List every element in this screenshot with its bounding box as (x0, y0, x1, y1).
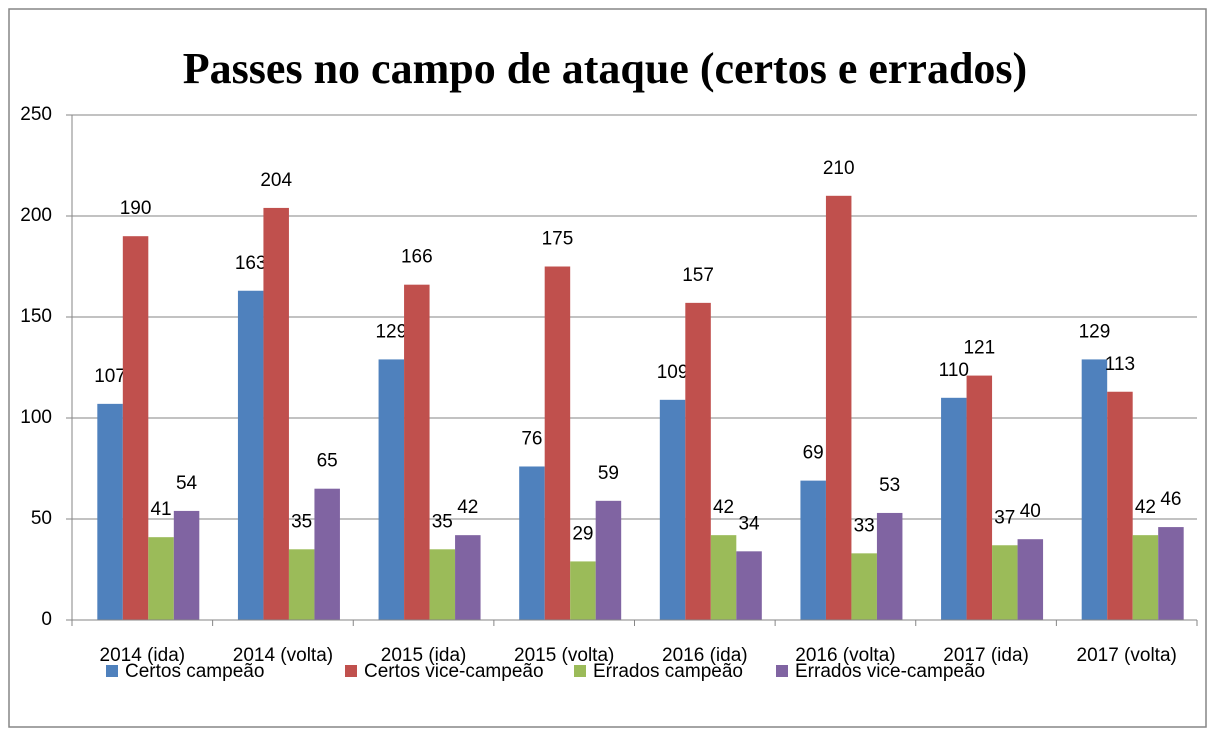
data-label: 35 (291, 511, 312, 532)
bar (404, 284, 430, 620)
x-tick-label: 2017 (volta) (1077, 645, 1177, 666)
data-label: 204 (260, 170, 292, 191)
bar (941, 397, 967, 620)
data-label: 163 (235, 253, 267, 274)
data-label: 29 (572, 523, 593, 544)
y-tick-label: 50 (31, 508, 52, 529)
data-label: 59 (598, 463, 619, 484)
data-label: 166 (401, 247, 433, 268)
x-tick-label: 2015 (volta) (514, 645, 614, 666)
x-tick-label: 2014 (ida) (100, 645, 186, 666)
bar (710, 535, 737, 620)
bar (173, 510, 200, 620)
bar (288, 549, 315, 620)
x-tick-label: 2016 (ida) (662, 645, 748, 666)
bar (237, 290, 264, 620)
bar (97, 403, 123, 620)
bar (659, 399, 686, 620)
data-label: 113 (1105, 354, 1135, 375)
bar (966, 375, 993, 620)
x-tick-label: 2016 (volta) (795, 645, 895, 666)
y-tick-label: 200 (20, 205, 52, 226)
bar (122, 236, 149, 620)
legend-label: Certos campeão (125, 661, 264, 682)
data-label: 69 (803, 443, 824, 464)
legend-swatch (776, 665, 788, 677)
data-label: 42 (713, 497, 734, 518)
bar (544, 266, 571, 620)
bar (1107, 391, 1133, 620)
data-label: 42 (1135, 497, 1156, 518)
y-tick-label: 150 (20, 306, 52, 327)
data-label: 107 (94, 366, 126, 387)
data-label: 175 (542, 229, 574, 250)
y-tick-label: 100 (20, 407, 52, 428)
x-tick-label: 2015 (ida) (381, 645, 467, 666)
bar (1158, 527, 1184, 620)
bar (1132, 535, 1159, 620)
bar (429, 549, 456, 620)
bar (800, 480, 826, 620)
bar (851, 553, 877, 620)
data-label: 190 (120, 198, 152, 219)
data-label: 54 (176, 473, 198, 494)
bar (736, 551, 762, 620)
data-label: 65 (317, 451, 338, 472)
data-label: 109 (657, 362, 689, 383)
bar (595, 500, 622, 620)
chart-title: Passes no campo de ataque (certos e erra… (183, 44, 1027, 93)
bar (876, 512, 903, 620)
bar (263, 207, 289, 621)
data-label: 110 (939, 360, 969, 381)
bar (1017, 539, 1044, 620)
data-label: 76 (521, 428, 542, 449)
data-label: 37 (994, 507, 1015, 528)
data-label: 35 (432, 511, 453, 532)
y-tick-label: 250 (20, 104, 52, 125)
data-label: 157 (682, 265, 714, 286)
data-label: 210 (823, 158, 855, 179)
bar (570, 561, 596, 620)
legend-label: Certos vice-campeão (364, 661, 544, 682)
data-label: 40 (1020, 501, 1041, 522)
data-label: 42 (457, 497, 478, 518)
data-label: 34 (738, 513, 760, 534)
bar (455, 535, 481, 620)
data-label: 129 (375, 321, 407, 342)
x-tick-label: 2017 (ida) (943, 645, 1029, 666)
x-tick-label: 2014 (volta) (233, 645, 333, 666)
data-label: 33 (854, 515, 875, 536)
bar (825, 195, 852, 621)
data-label: 121 (963, 338, 995, 359)
bar (685, 302, 711, 620)
bar (314, 488, 340, 620)
legend-swatch (574, 665, 586, 677)
data-label: 41 (150, 499, 171, 520)
legend-label: Errados campeão (593, 661, 743, 682)
y-tick-label: 0 (41, 609, 52, 630)
bar (1081, 359, 1108, 620)
bar (519, 466, 545, 620)
bar (148, 537, 174, 620)
data-label: 129 (1079, 321, 1111, 342)
legend-swatch (345, 665, 357, 677)
bar (378, 359, 405, 620)
data-label: 53 (879, 475, 900, 496)
bar (992, 545, 1018, 620)
data-label: 46 (1160, 489, 1181, 510)
legend-swatch (106, 665, 118, 677)
legend-label: Errados vice-campeão (795, 661, 985, 682)
